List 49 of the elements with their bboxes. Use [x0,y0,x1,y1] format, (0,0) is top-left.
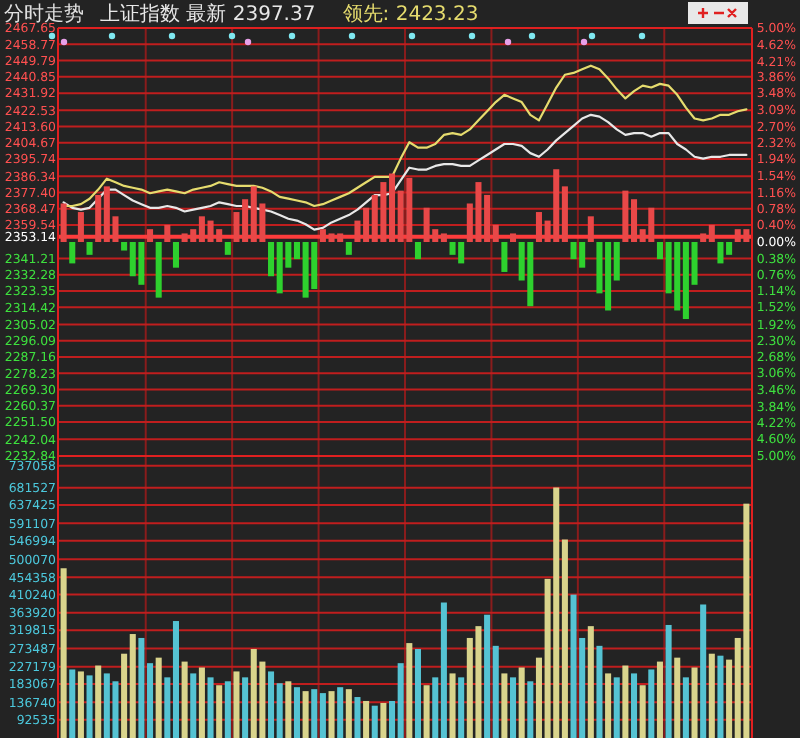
bar [250,186,257,242]
bar [440,233,447,242]
bar [553,169,560,242]
bar [475,182,482,242]
bar [103,186,110,242]
bar [380,182,387,242]
bar [527,242,534,307]
bar [622,190,629,242]
bar [648,207,655,242]
text: 上证指数 最新 2397.37 [100,2,316,26]
bar [587,216,594,242]
bar [423,207,430,242]
bar [345,242,352,255]
bar [276,242,283,294]
bar [449,242,456,255]
bar [311,242,318,290]
bar [734,229,741,242]
bar [60,203,67,242]
bar [181,233,188,242]
bar [224,242,231,255]
bar [717,242,724,264]
bar [129,242,136,277]
bar [337,233,344,242]
bar [458,242,465,264]
bar [579,242,586,268]
bar [674,242,681,311]
text: 领先: 2423.23 [342,2,479,26]
bar [414,242,421,260]
bar [77,212,84,242]
bar [86,242,93,255]
bar [155,242,162,298]
chart-title: 分时走势 [4,2,84,26]
bar [216,229,223,242]
bar [570,242,577,260]
bar [708,224,715,242]
bar [172,242,179,268]
bar [95,194,102,242]
bar [69,242,76,264]
bar [743,229,750,242]
bar [501,242,508,272]
bar [510,233,517,242]
bar [164,224,171,242]
bar [147,229,154,242]
bar [138,242,145,285]
bar [700,233,707,242]
bar [406,177,413,242]
bar [302,242,309,298]
bar [207,220,214,242]
bar [328,233,335,242]
